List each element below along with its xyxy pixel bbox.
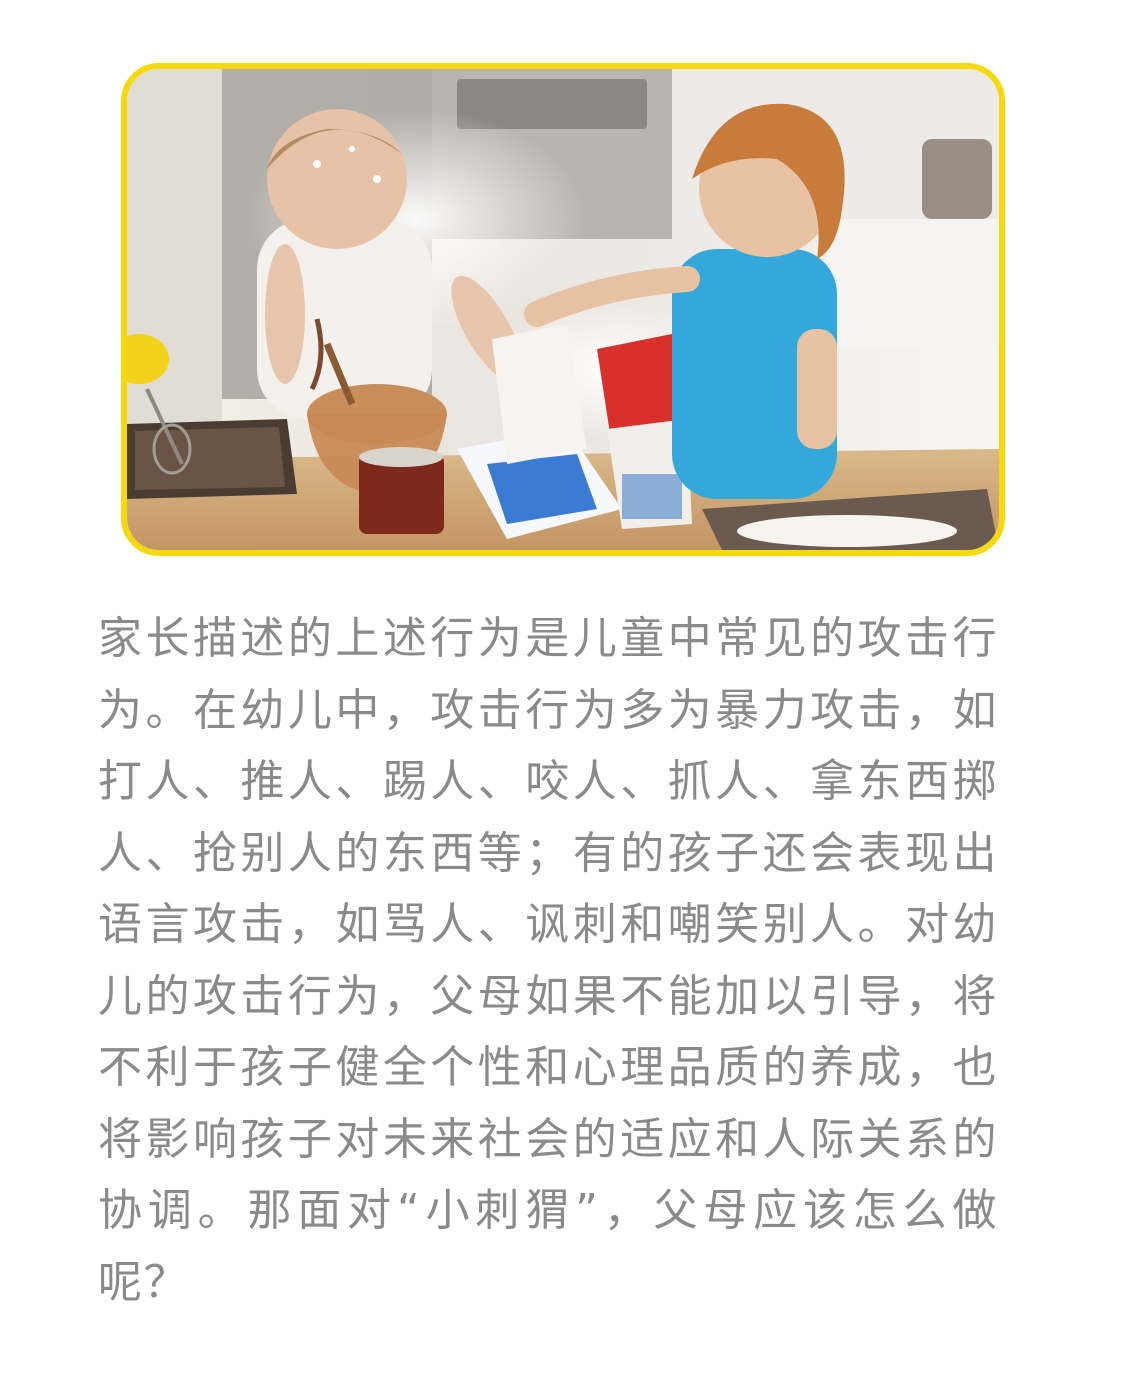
photo-frame [121,63,1005,556]
kitchen-photo [127,69,999,550]
article-paragraph: 家长描述的上述行为是儿童中常见的攻击行为。在幼儿中，攻击行为多为暴力攻击，如打人… [98,613,998,1308]
